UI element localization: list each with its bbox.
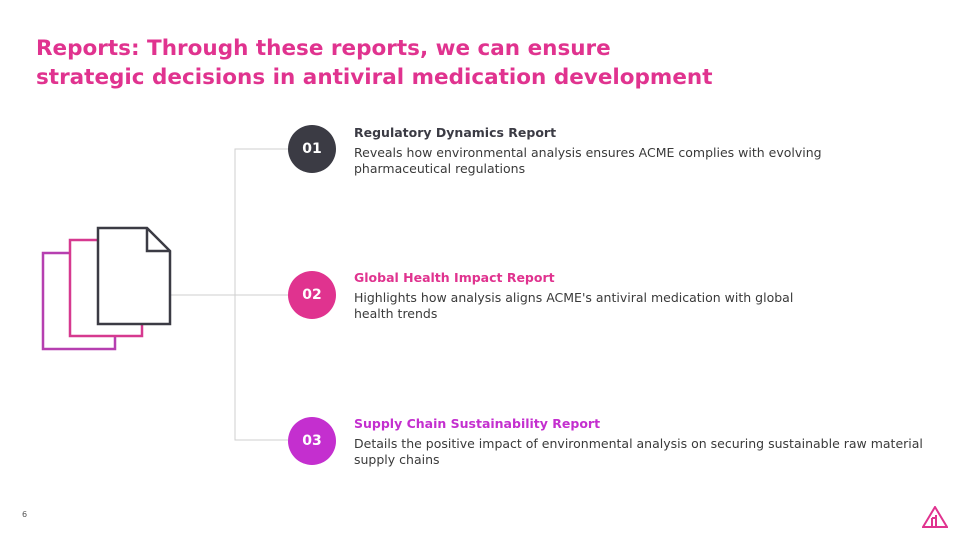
report-title: Global Health Impact Report bbox=[354, 270, 555, 285]
step-badge-02: 02 bbox=[288, 271, 336, 319]
report-item-supply-chain: Supply Chain Sustainability Report Detai… bbox=[354, 416, 934, 468]
report-title: Supply Chain Sustainability Report bbox=[354, 416, 601, 431]
report-item-regulatory: Regulatory Dynamics Report Reveals how e… bbox=[354, 125, 934, 177]
report-title: Regulatory Dynamics Report bbox=[354, 125, 557, 140]
documents-stack-icon bbox=[41, 226, 172, 351]
title-line-2: strategic decisions in antiviral medicat… bbox=[36, 65, 713, 90]
step-badge-03: 03 bbox=[288, 417, 336, 465]
step-number: 01 bbox=[302, 141, 322, 157]
step-number: 03 bbox=[302, 433, 322, 449]
report-item-global-health: Global Health Impact Report Highlights h… bbox=[354, 270, 934, 322]
brand-logo-icon bbox=[922, 506, 948, 528]
report-description: Details the positive impact of environme… bbox=[354, 436, 923, 467]
title-line-1: Reports: Through these reports, we can e… bbox=[36, 36, 611, 61]
step-badge-01: 01 bbox=[288, 125, 336, 173]
page-number: 6 bbox=[22, 510, 28, 519]
report-description: Highlights how analysis aligns ACME's an… bbox=[354, 290, 794, 321]
page-title: Reports: Through these reports, we can e… bbox=[36, 34, 756, 92]
report-description: Reveals how environmental analysis ensur… bbox=[354, 145, 822, 176]
step-number: 02 bbox=[302, 287, 322, 303]
